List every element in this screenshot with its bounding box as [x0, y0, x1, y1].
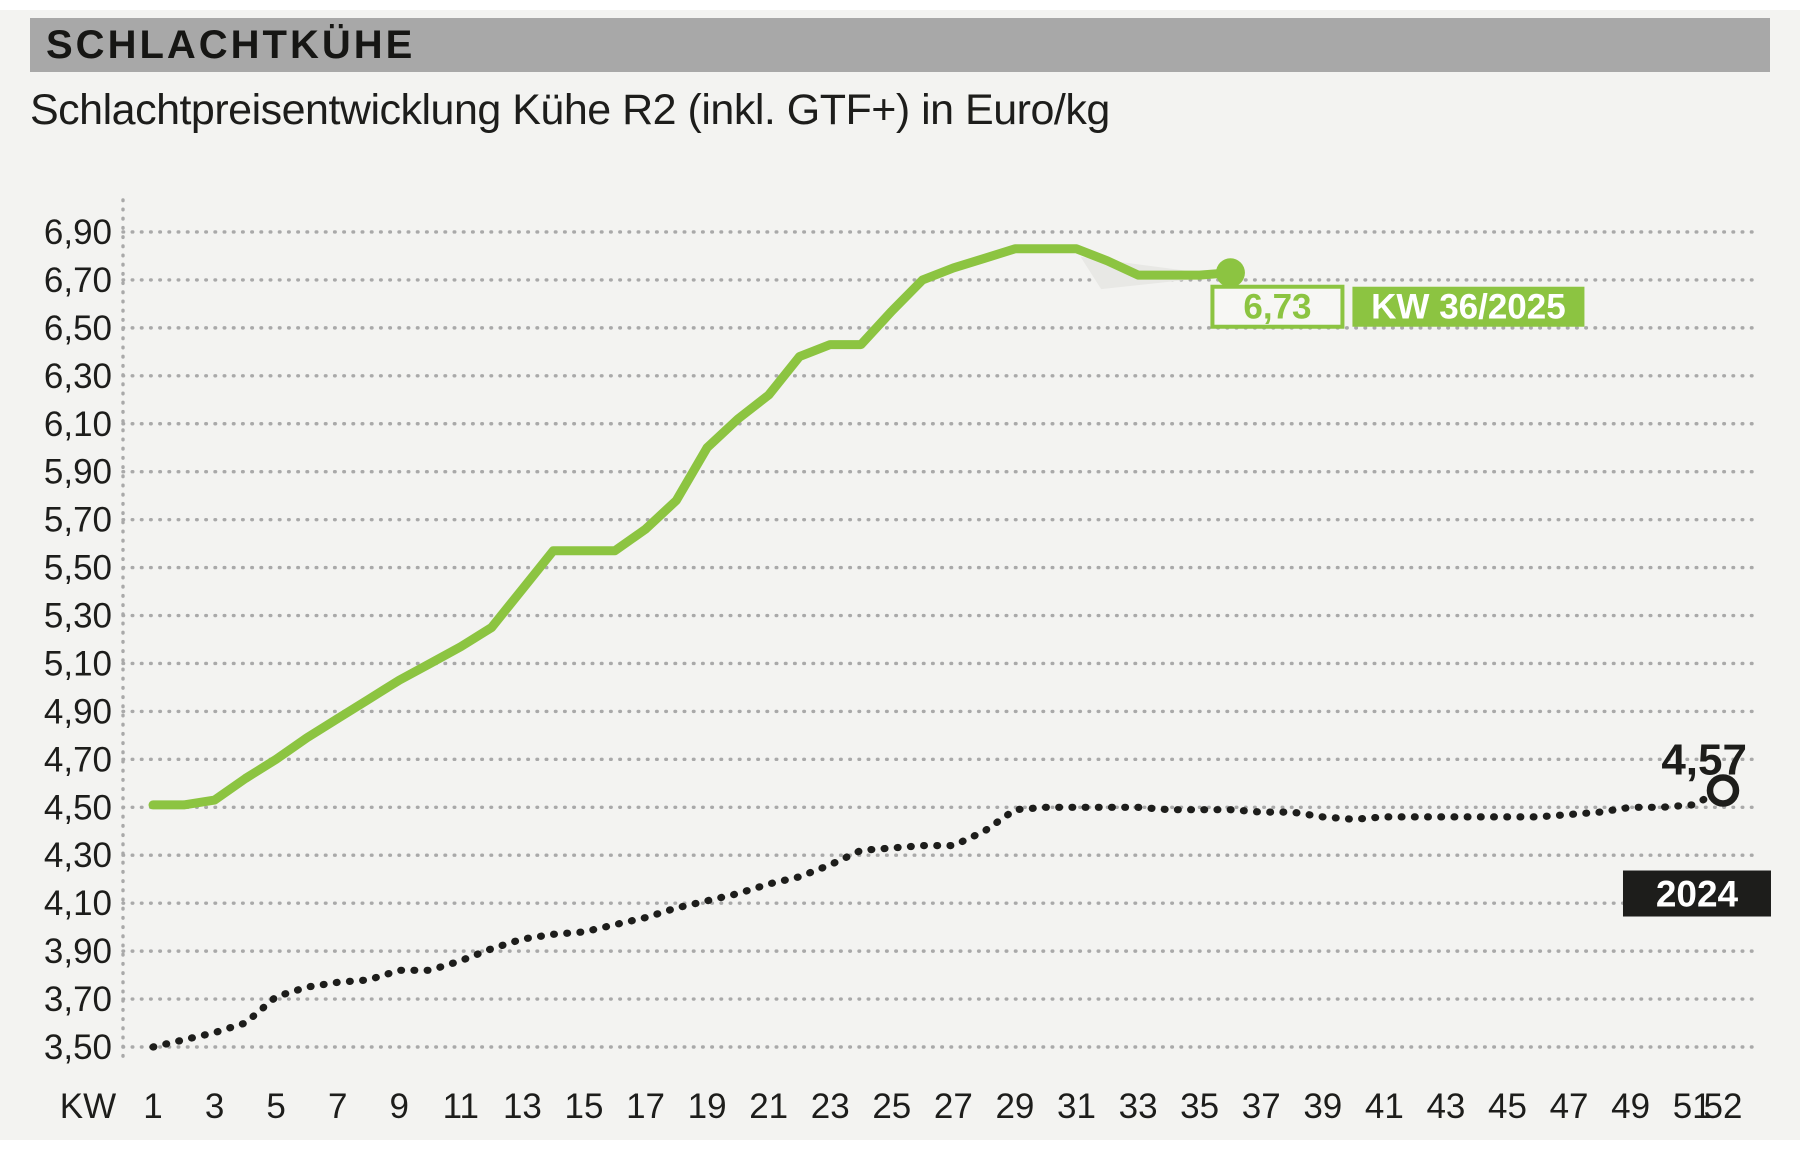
x-axis-label: 51 [1673, 1087, 1712, 1126]
x-axis-label: 23 [811, 1087, 850, 1126]
section-title: SCHLACHTKÜHE [46, 23, 416, 67]
y-axis-label: 5,70 [44, 501, 112, 540]
section-header-bar: SCHLACHTKÜHE [30, 18, 1770, 72]
y-axis-label: 3,70 [44, 980, 112, 1019]
year-badge-box-2024 [1622, 870, 1771, 917]
y-axis-label: 4,10 [44, 884, 112, 923]
y-axis-label: 3,90 [44, 932, 112, 971]
x-axis-label: 19 [688, 1087, 727, 1126]
value-label-2025: 6,73 [1243, 288, 1311, 327]
x-axis-unit-label: KW [60, 1087, 116, 1126]
x-axis-label: 1 [143, 1087, 162, 1126]
x-axis-label: 31 [1057, 1087, 1096, 1126]
series-2025-end-dot [1215, 258, 1245, 288]
x-axis-label: 35 [1180, 1087, 1219, 1126]
x-axis-label: 37 [1242, 1087, 1281, 1126]
x-axis-label: 29 [995, 1087, 1034, 1126]
y-axis-label: 6,50 [44, 309, 112, 348]
y-axis-label: 5,30 [44, 597, 112, 636]
x-axis-label: 39 [1303, 1087, 1342, 1126]
week-label-2025: KW 36/2025 [1371, 288, 1566, 327]
x-axis-label: 21 [749, 1087, 788, 1126]
x-axis-label: 9 [390, 1087, 409, 1126]
x-axis-label: 7 [328, 1087, 347, 1126]
x-axis-label: 27 [934, 1087, 973, 1126]
y-axis-label: 5,10 [44, 644, 112, 683]
x-axis-label: 13 [503, 1087, 542, 1126]
price-chart: 3,50 3,70 3,90 4,10 4,30 4,50 4,70 4,90 5,10 5,30… [44, 198, 1771, 1126]
y-axis-label: 4,70 [44, 740, 112, 779]
x-axis-label: 43 [1426, 1087, 1465, 1126]
x-axis-label: 3 [205, 1087, 224, 1126]
x-axis-label: 11 [443, 1087, 479, 1126]
y-axis-label: 6,70 [44, 261, 112, 300]
series-2024-end-marker [1706, 774, 1740, 807]
x-axis-label: 47 [1550, 1087, 1589, 1126]
x-axis-label: 49 [1611, 1087, 1650, 1126]
x-axis-label: 45 [1488, 1087, 1527, 1126]
x-axis-label: 17 [626, 1087, 665, 1126]
value-label-2024: 4,57 [1661, 736, 1747, 785]
y-axis-label: 6,90 [44, 213, 112, 252]
y-axis-label: 5,90 [44, 453, 112, 492]
x-axis-label: 15 [565, 1087, 604, 1126]
y-axis-label: 5,50 [44, 549, 112, 588]
x-axis-label: 52 [1704, 1087, 1743, 1126]
y-axis-label: 6,10 [44, 405, 112, 444]
x-axis-label: 33 [1119, 1087, 1158, 1126]
week-label-box-2025 [1352, 286, 1585, 327]
y-axis-label: 4,30 [44, 836, 112, 875]
x-axis-label: 41 [1365, 1087, 1404, 1126]
year-badge-2024: 2024 [1656, 874, 1739, 915]
series-2024-line [149, 786, 1727, 1051]
series-2025-line [148, 244, 1235, 810]
chart-title: Schlachtpreisentwicklung Kühe R2 (inkl. … [30, 86, 1110, 134]
x-axis-label: 25 [872, 1087, 911, 1126]
y-axis-label: 6,30 [44, 357, 112, 396]
y-axis-label: 4,50 [44, 788, 112, 827]
value-label-box-2025 [1210, 284, 1345, 329]
page-background: SCHLACHTKÜHE Schlachtpreisentwicklung Kü… [0, 10, 1800, 1140]
y-axis-label: 3,50 [44, 1028, 112, 1067]
y-axis-label: 4,90 [44, 692, 112, 731]
x-axis-label: 5 [266, 1087, 285, 1126]
